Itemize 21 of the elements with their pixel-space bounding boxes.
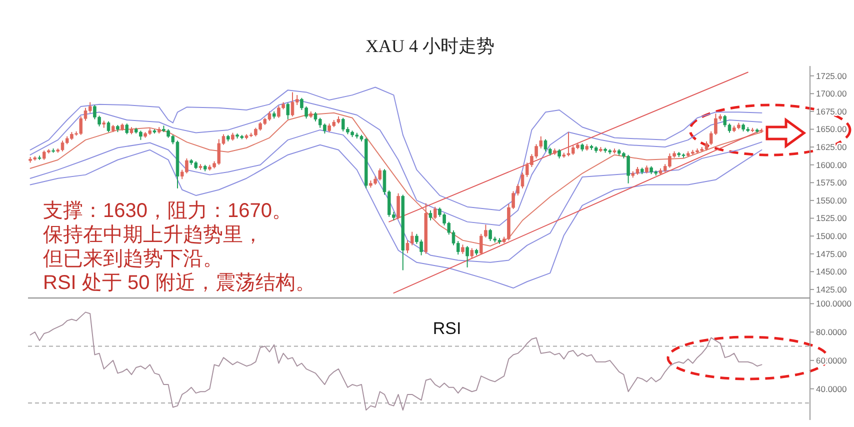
y-tick-label: 1575.00 — [816, 178, 847, 188]
y-tick-label: 40.0000 — [816, 384, 847, 394]
y-tick-label: 1700.00 — [816, 88, 847, 99]
annotation: 保持在中期上升趋势里，但已来到趋势下沿。 — [43, 224, 263, 270]
annotation: RSI 处于 50 附近，震荡结构。 — [43, 272, 316, 294]
y-tick-label: 100.0000 — [816, 298, 852, 309]
annotation: 支撑：1630，阻力：1670。 — [43, 200, 292, 222]
y-tick-label: 1600.00 — [816, 160, 847, 170]
y-tick-label: 1450.00 — [816, 266, 847, 277]
y-tick-label: 80.0000 — [816, 327, 847, 338]
y-tick-label: 1525.00 — [816, 213, 847, 224]
text: RSI — [432, 319, 462, 338]
chart-title: XAU 4 小时走势 — [366, 36, 494, 56]
y-tick-label: 1550.00 — [816, 195, 847, 206]
y-tick-label: 1475.00 — [816, 248, 847, 259]
y-tick-label: 1650.00 — [816, 124, 847, 134]
y-tick-label: 1725.00 — [816, 70, 847, 81]
y-tick-label: 1500.00 — [816, 231, 847, 242]
line-series — [30, 312, 762, 411]
line-series — [30, 100, 762, 226]
y-tick-label: 1425.00 — [816, 284, 847, 294]
